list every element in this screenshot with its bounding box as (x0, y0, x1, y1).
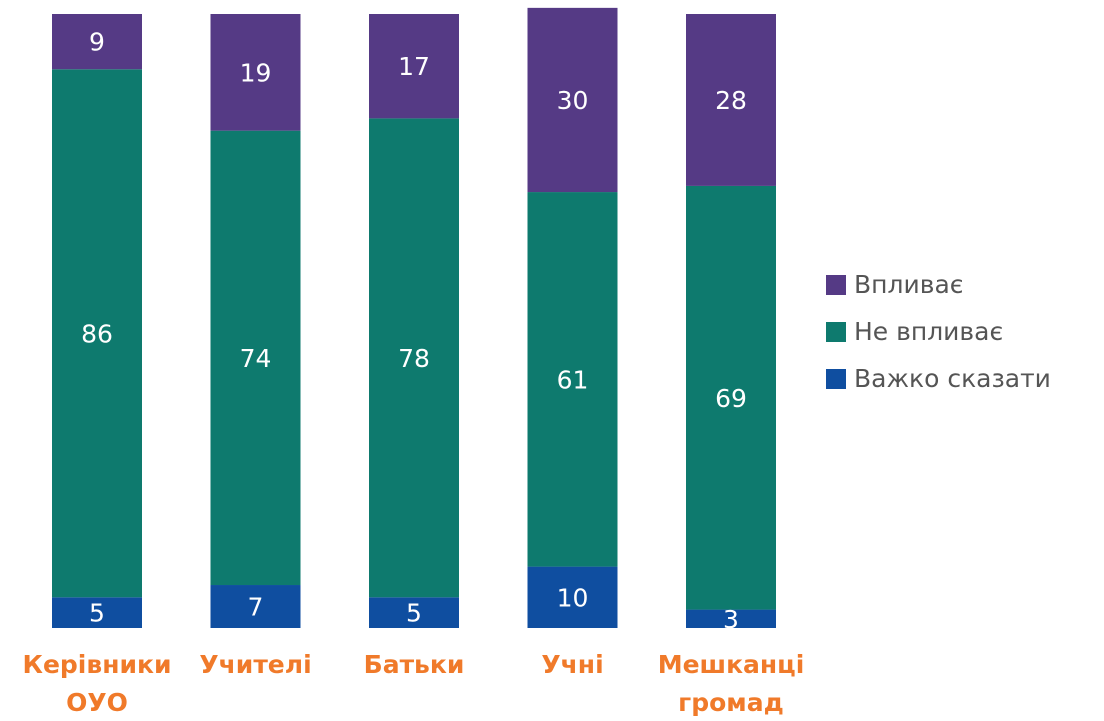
value-label: 5 (89, 599, 105, 628)
bar-segment (52, 69, 142, 598)
x-tick-label-line: Учителі (199, 650, 311, 679)
bar-segment (686, 14, 776, 186)
value-label: 86 (81, 319, 113, 348)
x-tick-label: Батьки (364, 650, 465, 679)
value-label: 30 (557, 86, 589, 115)
bar-segment (52, 597, 142, 628)
x-tick-label-line: Керівники (23, 650, 172, 679)
value-label: 28 (715, 86, 747, 115)
bar-segment (527, 7, 618, 193)
bar-segment (210, 14, 301, 131)
bar-segment (369, 118, 459, 598)
x-tick-label: Керівники ОУО (23, 650, 172, 717)
value-label: 9 (89, 28, 105, 57)
legend-swatch (826, 275, 846, 295)
x-tick-label: Учні (541, 650, 603, 679)
legend-swatch (826, 369, 846, 389)
bar-segment (369, 14, 459, 119)
legend-label: Впливає (854, 270, 964, 299)
bar-segment (210, 130, 301, 586)
value-label: 5 (406, 599, 422, 628)
value-label: 3 (723, 605, 739, 634)
value-label: 74 (240, 344, 272, 373)
bar-segment (527, 566, 618, 628)
bar-segment (52, 14, 142, 70)
value-label: 61 (557, 365, 589, 394)
x-tick-label: Мешканці громад (658, 650, 805, 717)
x-tick-label-line: громад (678, 688, 784, 717)
value-label: 69 (715, 384, 747, 413)
x-tick-label-line: Мешканці (658, 650, 805, 679)
value-label: 10 (557, 583, 589, 612)
value-label: 7 (248, 593, 264, 622)
bar-segment (686, 185, 776, 610)
bar-segment (369, 597, 459, 628)
value-label: 19 (240, 58, 272, 87)
x-tick-label-line: Учні (541, 650, 603, 679)
legend-label: Важко сказати (854, 364, 1051, 393)
legend-swatch (826, 322, 846, 342)
bar-segment (527, 192, 618, 567)
bar-segment (210, 585, 301, 628)
value-label: 17 (398, 52, 430, 81)
x-tick-label-line: ОУО (66, 688, 128, 717)
value-label: 78 (398, 344, 430, 373)
x-tick-label-line: Батьки (364, 650, 465, 679)
legend-label: Не впливає (854, 317, 1003, 346)
x-tick-label: Учителі (199, 650, 311, 679)
bar-segment (686, 609, 776, 628)
